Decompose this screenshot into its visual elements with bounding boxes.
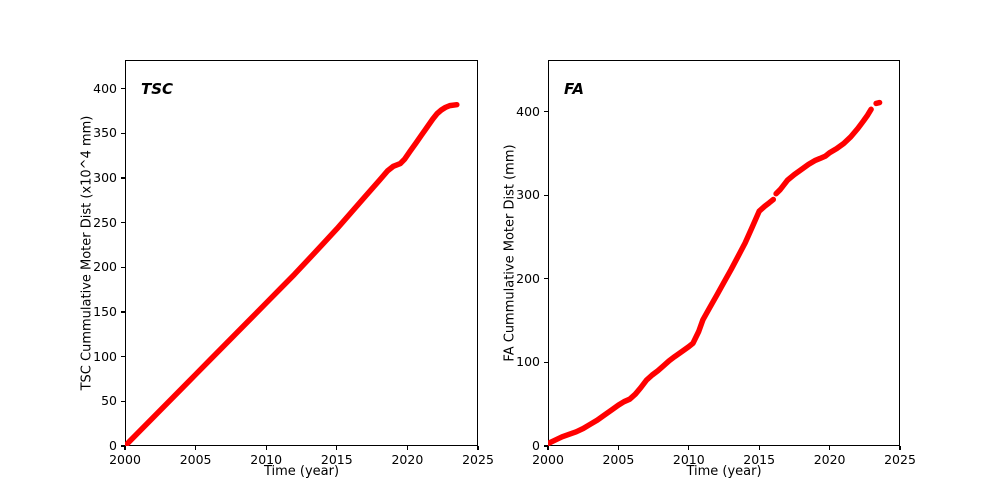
tsc-x-tick-label: 2005: [179, 452, 212, 467]
tsc-x-tick-mark: [406, 446, 408, 450]
tsc-y-tick-label: 150: [93, 303, 117, 319]
fa-curve-segment: [873, 99, 883, 107]
fa-xaxis-label: Time (year): [686, 464, 762, 479]
tsc-y-tick-mark: [121, 177, 125, 179]
fa-x-tick-mark: [829, 446, 831, 450]
fa-y-tick-mark: [544, 111, 548, 113]
fa-x-tick-mark: [617, 446, 619, 450]
fa-y-tick-label: 300: [516, 187, 540, 203]
fa-y-tick-label: 100: [516, 354, 540, 370]
tsc-y-tick-mark: [121, 445, 125, 447]
fa-axes-frame: [548, 60, 900, 446]
tsc-x-tick-label: 2025: [462, 452, 494, 467]
tsc-xaxis-label: Time (year): [263, 464, 340, 479]
fa-x-tick-mark: [899, 446, 901, 450]
tsc-x-tick-mark: [336, 446, 338, 450]
tsc-y-tick-mark: [121, 266, 125, 268]
tsc-y-tick-label: 100: [93, 348, 117, 364]
fa-x-tick-label: 2010: [672, 452, 705, 467]
tsc-x-tick-mark: [265, 446, 267, 450]
fa-x-tick-mark: [758, 446, 760, 450]
fa-x-tick-label: 2005: [602, 452, 635, 467]
fa-y-tick-mark: [544, 361, 548, 364]
fa-y-tick-mark: [544, 194, 548, 196]
tsc-y-tick-label: 0: [109, 438, 117, 453]
tsc-y-tick-mark: [121, 356, 125, 358]
fa-curve-segment: [548, 196, 777, 446]
fa-yaxis-label: FA Cummulative Moter Dist (mm): [502, 144, 518, 362]
fa-y-tick-mark: [544, 445, 548, 447]
tsc-y-tick-label: 400: [93, 80, 117, 96]
fa-x-tick-label: 2020: [813, 452, 846, 467]
tsc-x-tick-label: 2010: [250, 452, 283, 467]
tsc-curve-layer: [125, 101, 460, 446]
fa-x-tick-label: 2025: [884, 452, 916, 467]
fa-x-tick-label: 2015: [743, 452, 776, 467]
fa-y-tick-label: 200: [516, 270, 540, 286]
tsc-y-tick-mark: [121, 132, 125, 134]
fa-y-tick-mark: [544, 278, 548, 280]
tsc-y-tick-label: 200: [93, 259, 117, 275]
fa-curve-segment: [773, 106, 874, 197]
tsc-y-tick-mark: [121, 311, 125, 313]
tsc-x-tick-mark: [477, 446, 479, 450]
tsc-y-tick-mark: [121, 400, 125, 402]
tsc-plot-title: TSC: [141, 80, 174, 98]
fa-x-tick-mark: [547, 446, 549, 450]
tsc-curve-segment: [125, 101, 460, 446]
tsc-y-tick-label: 250: [93, 214, 117, 230]
tsc-y-tick-label: 300: [93, 169, 117, 185]
tsc-y-tick-mark: [121, 222, 125, 224]
fa-curve-layer: [548, 99, 883, 446]
tsc-y-tick-label: 350: [93, 125, 117, 141]
fa-x-tick-label: 2000: [532, 452, 564, 467]
tsc-x-tick-label: 2015: [320, 452, 353, 467]
tsc-axes-frame: [125, 60, 478, 446]
fa-y-tick-label: 0: [532, 438, 540, 453]
fa-y-tick-label: 400: [516, 103, 540, 119]
tsc-x-tick-label: 2000: [109, 452, 141, 467]
tsc-y-tick-mark: [121, 87, 125, 90]
tsc-x-tick-mark: [124, 446, 126, 450]
tsc-x-tick-label: 2020: [391, 452, 424, 467]
tsc-y-tick-label: 50: [101, 393, 117, 409]
tsc-x-tick-mark: [195, 446, 197, 450]
fa-x-tick-mark: [688, 446, 690, 450]
fa-plot-title: FA: [564, 80, 584, 98]
